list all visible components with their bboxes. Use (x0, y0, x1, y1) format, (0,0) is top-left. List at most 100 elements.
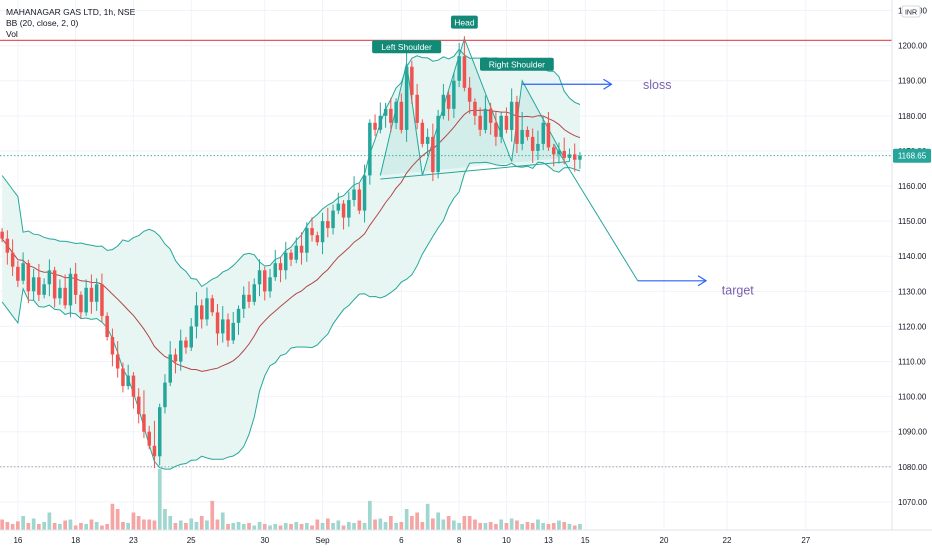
volume-bar (226, 524, 230, 530)
volume-bar (268, 525, 272, 530)
candle (294, 237, 298, 264)
candle (410, 60, 414, 104)
candle (5, 230, 10, 265)
currency-badge-label: INR (905, 10, 917, 17)
volume-bar (326, 518, 330, 530)
volume-bar (515, 520, 519, 530)
volume-bar (347, 522, 351, 530)
target-projection-line[interactable] (553, 143, 639, 282)
candle (52, 266, 57, 308)
target-arrow[interactable] (637, 275, 708, 287)
candle (415, 83, 419, 130)
volume-bar (425, 503, 430, 531)
last-price-badge[interactable]: 1168.65 (893, 148, 931, 163)
volume-bar (252, 525, 257, 530)
time-axis[interactable]: 16 18 23 25 30 Sep 6 8 10 13 15 20 22 27 (13, 536, 810, 545)
volume-bar (525, 522, 530, 530)
candle (257, 259, 262, 297)
volume-bar (52, 523, 57, 530)
candle (121, 362, 125, 393)
volume-bar (10, 524, 15, 530)
volume-bar (273, 524, 278, 530)
right-shoulder-label[interactable]: Right Shoulder (480, 57, 554, 71)
candle (94, 278, 99, 311)
candle (79, 291, 83, 319)
volume-bar (58, 524, 62, 530)
candle (184, 336, 188, 354)
candle (210, 294, 214, 316)
volume-bar (31, 518, 36, 530)
volume-bar (278, 525, 283, 530)
candle (462, 36, 467, 92)
candle (557, 142, 561, 164)
head-label[interactable]: Head (451, 15, 478, 29)
head-text: Head (454, 18, 475, 28)
volume-bar (68, 519, 73, 530)
volume-bar (131, 512, 136, 530)
volume-bar (5, 522, 10, 530)
sloss-text[interactable]: sloss (643, 78, 671, 92)
volume-bar (452, 520, 456, 530)
candle (494, 111, 498, 147)
price-tick-label: 1120.00 (898, 322, 927, 331)
volume-indicator-legend[interactable]: Vol (6, 29, 18, 39)
candle (47, 259, 52, 297)
volume-bar (283, 523, 288, 530)
time-tick-label: 23 (129, 536, 138, 545)
volume-bar (79, 523, 83, 530)
candle (278, 257, 283, 283)
volume-bar (210, 500, 215, 530)
candle (273, 249, 277, 281)
time-tick-label: 27 (801, 536, 810, 545)
volume-bar (84, 524, 88, 530)
symbol-title[interactable]: MAHANAGAR GAS LTD, 1h, NSE (6, 7, 136, 17)
neckline[interactable] (380, 160, 570, 180)
volume-bar (420, 522, 425, 530)
price-tick-label: 1110.00 (898, 358, 926, 367)
time-tick-label: 6 (399, 536, 404, 545)
target-text[interactable]: target (722, 284, 754, 298)
volume-bar (147, 519, 152, 530)
price-tick-label: 1160.00 (898, 182, 927, 191)
volume-bar (499, 519, 503, 530)
left-shoulder-label[interactable]: Left Shoulder (372, 40, 442, 54)
bb-indicator-legend[interactable]: BB (20, close, 2, 0) (6, 18, 79, 28)
volume-bar (404, 509, 409, 530)
volume-bar (126, 523, 130, 530)
volume-bar (115, 509, 120, 530)
volume-bar (341, 525, 346, 530)
candle (446, 91, 451, 121)
candle (73, 262, 78, 304)
time-tick-label: 20 (660, 536, 669, 545)
candle (467, 76, 472, 114)
time-tick-label: Sep (315, 536, 330, 545)
volume-bar (121, 522, 125, 530)
candle (425, 128, 430, 156)
volume-bar (294, 522, 299, 530)
volume-bar (184, 523, 188, 530)
currency-badge[interactable]: INR (901, 5, 921, 18)
candle (473, 98, 477, 125)
volume-bar (236, 522, 241, 530)
sloss-arrow[interactable] (522, 78, 613, 90)
candle (436, 109, 440, 179)
volume-bar (373, 519, 377, 530)
candle (305, 222, 309, 262)
last-price-text: 1168.65 (898, 152, 927, 161)
candle (567, 148, 572, 162)
right-shoulder-text: Right Shoulder (489, 60, 545, 70)
time-tick-label: 18 (71, 536, 80, 545)
time-tick-label: 13 (544, 536, 553, 545)
volume-bar (494, 524, 498, 530)
price-axis[interactable]: 1070.00 1080.00 1090.00 1100.00 1110.00 1120.… (893, 7, 931, 507)
candle (252, 278, 256, 306)
volume-bar (168, 516, 173, 530)
volume-bar (378, 518, 383, 530)
candle (362, 164, 367, 223)
time-tick-label: 16 (13, 536, 22, 545)
volume-bar (509, 518, 514, 530)
volume-bar (241, 524, 246, 530)
candle (368, 119, 372, 185)
